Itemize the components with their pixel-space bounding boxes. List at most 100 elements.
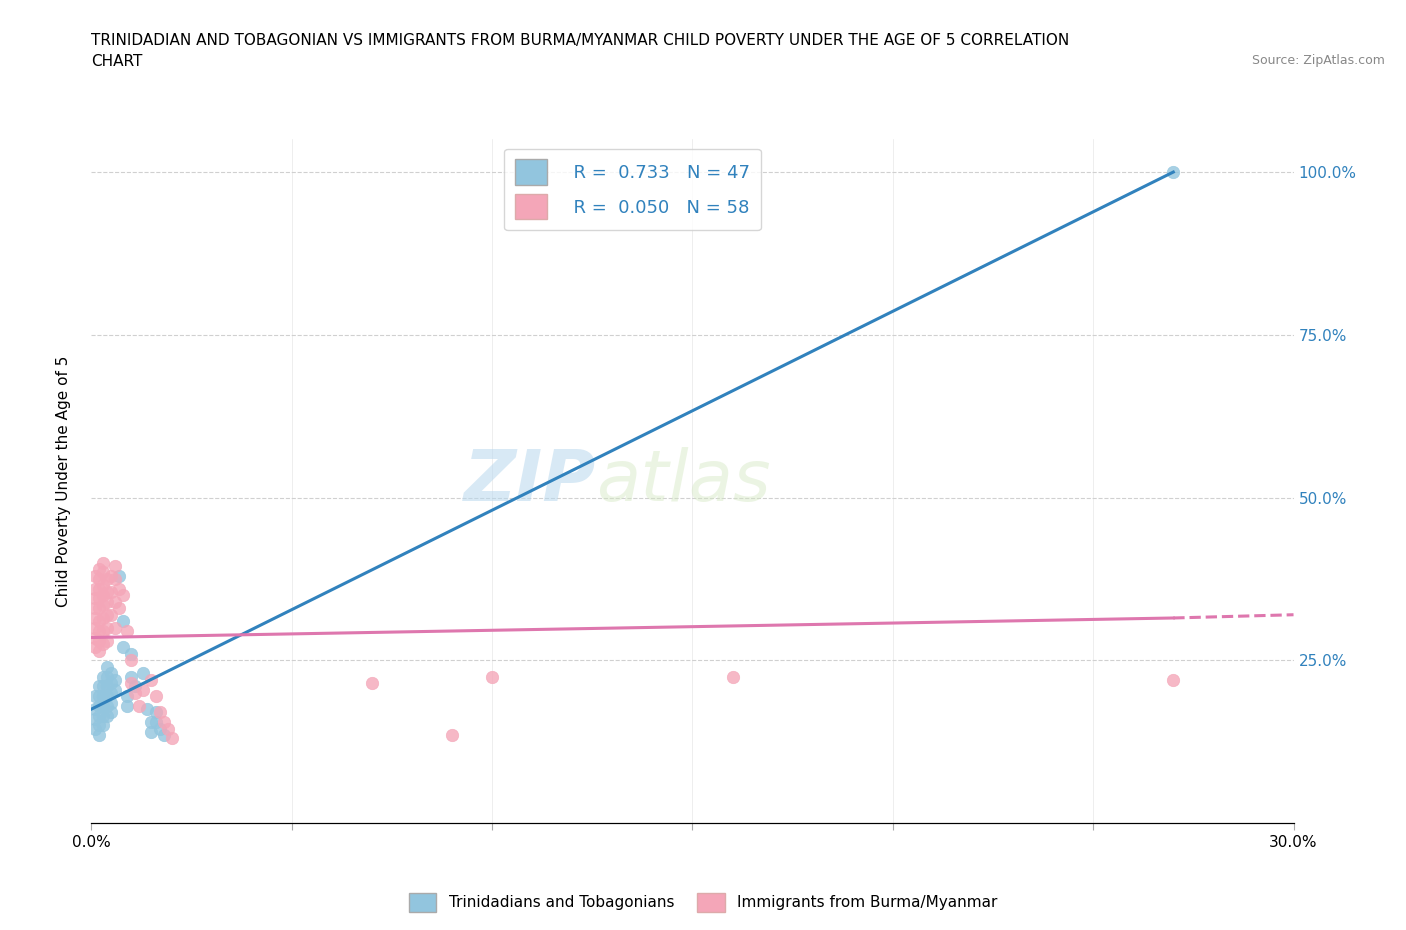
- Point: [93, 688, 115, 704]
- Point: [89, 591, 111, 606]
- Point: [100, 666, 122, 681]
- Point: [93, 578, 115, 593]
- Point: [100, 585, 122, 600]
- Point: [121, 646, 143, 661]
- Point: [104, 683, 127, 698]
- Legend:   R =  0.733   N = 47,   R =  0.050   N = 58: R = 0.733 N = 47, R = 0.050 N = 58: [503, 149, 761, 231]
- Point: [89, 688, 111, 704]
- Point: [112, 588, 135, 603]
- Point: [84, 591, 107, 606]
- Point: [440, 728, 463, 743]
- Point: [112, 614, 135, 629]
- Point: [89, 614, 111, 629]
- Point: [84, 631, 107, 645]
- Point: [93, 698, 115, 713]
- Point: [96, 572, 118, 587]
- Point: [93, 624, 115, 639]
- Point: [96, 620, 118, 635]
- Point: [89, 728, 111, 743]
- Point: [124, 679, 146, 694]
- Point: [89, 698, 111, 713]
- Point: [96, 679, 118, 694]
- Point: [112, 640, 135, 655]
- Point: [84, 568, 107, 583]
- Point: [84, 601, 107, 616]
- Point: [104, 620, 127, 635]
- Point: [96, 698, 118, 713]
- Point: [84, 711, 107, 726]
- Point: [1163, 672, 1185, 687]
- Point: [84, 581, 107, 596]
- Point: [132, 666, 155, 681]
- Point: [121, 653, 143, 668]
- Point: [93, 611, 115, 626]
- Point: [89, 572, 111, 587]
- Point: [128, 698, 150, 713]
- Point: [96, 607, 118, 622]
- Point: [93, 588, 115, 603]
- Point: [152, 728, 174, 743]
- Point: [145, 715, 167, 730]
- Point: [145, 688, 167, 704]
- Point: [93, 555, 115, 570]
- Point: [93, 565, 115, 580]
- Point: [84, 722, 107, 737]
- Point: [93, 598, 115, 613]
- Point: [93, 679, 115, 694]
- Point: [89, 562, 111, 577]
- Point: [84, 688, 107, 704]
- Point: [104, 558, 127, 573]
- Point: [108, 601, 131, 616]
- Point: [121, 676, 143, 691]
- Text: Source: ZipAtlas.com: Source: ZipAtlas.com: [1251, 54, 1385, 67]
- Point: [100, 685, 122, 700]
- Point: [84, 611, 107, 626]
- Point: [100, 676, 122, 691]
- Point: [1163, 165, 1185, 179]
- Point: [108, 581, 131, 596]
- Point: [104, 572, 127, 587]
- Point: [141, 672, 163, 687]
- Point: [117, 688, 139, 704]
- Point: [96, 709, 118, 724]
- Point: [96, 670, 118, 684]
- Point: [160, 731, 183, 746]
- Point: [121, 670, 143, 684]
- Point: [89, 581, 111, 596]
- Point: [93, 670, 115, 684]
- Text: ZIP: ZIP: [464, 446, 596, 516]
- Point: [89, 679, 111, 694]
- Point: [96, 633, 118, 648]
- Point: [84, 640, 107, 655]
- Point: [89, 624, 111, 639]
- Text: CHART: CHART: [91, 54, 143, 69]
- Point: [481, 670, 503, 684]
- Point: [93, 718, 115, 733]
- Point: [89, 709, 111, 724]
- Point: [124, 685, 146, 700]
- Point: [156, 722, 179, 737]
- Point: [96, 594, 118, 609]
- Point: [117, 698, 139, 713]
- Point: [100, 568, 122, 583]
- Point: [104, 594, 127, 609]
- Point: [93, 637, 115, 652]
- Point: [96, 659, 118, 674]
- Point: [96, 688, 118, 704]
- Point: [89, 633, 111, 648]
- Text: atlas: atlas: [596, 446, 770, 516]
- Point: [136, 702, 159, 717]
- Point: [360, 676, 382, 691]
- Point: [96, 585, 118, 600]
- Y-axis label: Child Poverty Under the Age of 5: Child Poverty Under the Age of 5: [56, 355, 70, 607]
- Point: [721, 670, 744, 684]
- Point: [84, 702, 107, 717]
- Point: [100, 696, 122, 711]
- Point: [117, 624, 139, 639]
- Point: [84, 620, 107, 635]
- Point: [108, 568, 131, 583]
- Point: [104, 672, 127, 687]
- Point: [145, 705, 167, 720]
- Text: TRINIDADIAN AND TOBAGONIAN VS IMMIGRANTS FROM BURMA/MYANMAR CHILD POVERTY UNDER : TRINIDADIAN AND TOBAGONIAN VS IMMIGRANTS…: [91, 33, 1070, 47]
- Point: [148, 722, 170, 737]
